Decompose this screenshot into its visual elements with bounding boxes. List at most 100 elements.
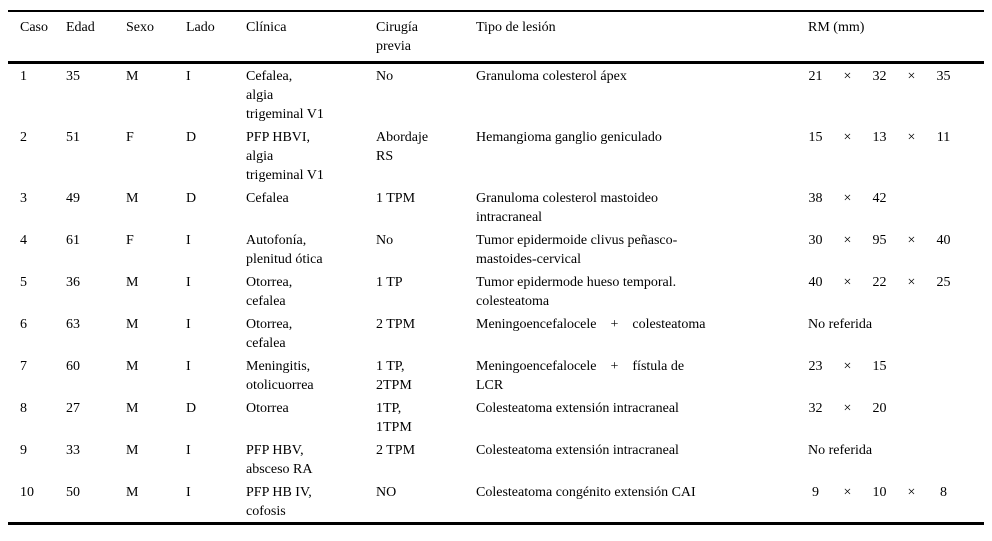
rm-value: 42	[872, 191, 887, 206]
cell-lado: I	[186, 485, 191, 500]
cell-clinica: Cefalea	[246, 191, 289, 206]
cell-sexo: F	[126, 233, 134, 248]
multiplication-sign: ×	[907, 275, 916, 290]
table-row: 4 61 F I Autofonía, plenitud ótica No Tumor ep…	[8, 228, 984, 270]
multiplication-sign: ×	[843, 359, 852, 374]
column-header-cirugia-previa: Cirugía previa	[376, 20, 418, 54]
cell-edad: 35	[66, 69, 80, 84]
cell-rm-mm: 9 × 10 × 8	[808, 480, 984, 524]
rm-value: 11	[936, 130, 951, 145]
cell-caso: 5	[20, 275, 27, 290]
cell-rm-mm: 32 × 20	[808, 396, 984, 438]
multiplication-sign: ×	[843, 191, 852, 206]
rm-value: 8	[940, 485, 947, 500]
cell-lado: I	[186, 359, 191, 374]
cell-sexo: M	[126, 275, 139, 290]
rm-value: 13	[872, 130, 887, 145]
cell-rm-mm: 21 × 32 × 35	[808, 63, 984, 126]
cell-lado: I	[186, 69, 191, 84]
cell-rm-mm: 40 × 22 × 25	[808, 270, 984, 312]
cell-lado: I	[186, 317, 191, 332]
cell-tipo-de-lesion: Colesteatoma congénito extensión CAI	[476, 485, 696, 500]
table-body: 1 35 M I Cefalea, algia trigeminal V1 No Granu…	[8, 63, 984, 524]
cell-cirugia-previa: NO	[376, 485, 397, 500]
cell-edad: 63	[66, 317, 80, 332]
cell-edad: 60	[66, 359, 80, 374]
table-row: 2 51 F D PFP HBVI, algia trigeminal V1 Aborda…	[8, 125, 984, 186]
cell-caso: 7	[20, 359, 27, 374]
rm-value: 21	[808, 69, 823, 84]
cell-cirugia-previa: No	[376, 233, 394, 248]
cell-sexo: M	[126, 359, 139, 374]
cell-rm-mm: No referida	[808, 438, 984, 480]
cell-clinica: Otorrea, cefalea	[246, 317, 293, 351]
rm-value: 15	[872, 359, 887, 374]
multiplication-sign: ×	[843, 401, 852, 416]
rm-value: 40	[808, 275, 823, 290]
cell-lado: I	[186, 443, 191, 458]
cell-sexo: F	[126, 130, 134, 145]
cell-sexo: M	[126, 401, 139, 416]
cell-clinica: PFP HBVI, algia trigeminal V1	[246, 130, 324, 183]
multiplication-sign: ×	[907, 130, 916, 145]
cell-lado: D	[186, 401, 197, 416]
rm-value: 22	[872, 275, 887, 290]
cell-clinica: Meningitis, otolicuorrea	[246, 359, 314, 393]
cell-rm-mm: 38 × 42	[808, 186, 984, 228]
rm-value: No referida	[808, 317, 873, 332]
cases-table: Caso Edad Sexo Lado Clínica Cirugía previa Tip…	[8, 10, 984, 525]
header-row: Caso Edad Sexo Lado Clínica Cirugía previa Tip…	[8, 11, 984, 63]
cell-sexo: M	[126, 443, 139, 458]
cell-rm-mm: 30 × 95 × 40	[808, 228, 984, 270]
rm-value: 32	[808, 401, 823, 416]
table-row: 3 49 M D Cefalea 1 TPM Granuloma colesterol ma…	[8, 186, 984, 228]
cell-tipo-de-lesion: Tumor epidermode hueso temporal. coleste…	[476, 275, 677, 309]
rm-value: 25	[936, 275, 951, 290]
cell-lado: I	[186, 275, 191, 290]
table-row: 8 27 M D Otorrea 1TP, 1TPM Colesteatoma extens…	[8, 396, 984, 438]
cell-caso: 3	[20, 191, 27, 206]
cell-tipo-de-lesion: Granuloma colesterol ápex	[476, 69, 627, 84]
cell-tipo-de-lesion: Hemangioma ganglio geniculado	[476, 130, 662, 145]
table-row: 5 36 M I Otorrea, cefalea 1 TP Tumor epidermod…	[8, 270, 984, 312]
cell-caso: 6	[20, 317, 27, 332]
cell-caso: 1	[20, 69, 27, 84]
column-header-clinica: Clínica	[246, 20, 287, 35]
cell-tipo-de-lesion: Colesteatoma extensión intracraneal	[476, 401, 679, 416]
rm-value: 20	[872, 401, 887, 416]
cell-sexo: M	[126, 317, 139, 332]
cell-lado: D	[186, 191, 197, 206]
cell-cirugia-previa: 2 TPM	[376, 317, 416, 332]
multiplication-sign: ×	[843, 69, 852, 84]
cell-cirugia-previa: 1 TP	[376, 275, 403, 290]
multiplication-sign: ×	[843, 130, 852, 145]
cell-edad: 50	[66, 485, 80, 500]
cell-rm-mm: 15 × 13 × 11	[808, 125, 984, 186]
rm-value: 95	[872, 233, 887, 248]
multiplication-sign: ×	[907, 69, 916, 84]
cell-edad: 49	[66, 191, 80, 206]
cell-clinica: Otorrea, cefalea	[246, 275, 293, 309]
cell-caso: 4	[20, 233, 27, 248]
cell-cirugia-previa: 1TP, 1TPM	[376, 401, 412, 435]
cell-tipo-de-lesion: Tumor epidermoide clivus peñasco- mastoi…	[476, 233, 678, 267]
cell-cirugia-previa: 1 TP, 2TPM	[376, 359, 412, 393]
multiplication-sign: ×	[843, 233, 852, 248]
cell-sexo: M	[126, 191, 139, 206]
rm-value: No referida	[808, 443, 873, 458]
cell-edad: 36	[66, 275, 80, 290]
cell-cirugia-previa: No	[376, 69, 394, 84]
rm-value: 40	[936, 233, 951, 248]
cell-clinica: PFP HB IV, cofosis	[246, 485, 312, 519]
table-row: 9 33 M I PFP HBV, absceso RA 2 TPM Colesteatom…	[8, 438, 984, 480]
rm-value: 9	[812, 485, 819, 500]
table-row: 10 50 M I PFP HB IV, cofosis NO Colesteatoma c…	[8, 480, 984, 524]
cell-caso: 8	[20, 401, 27, 416]
rm-value: 32	[872, 69, 887, 84]
cell-cirugia-previa: 1 TPM	[376, 191, 416, 206]
column-header-tipo-de-lesion: Tipo de lesión	[476, 20, 556, 35]
cell-clinica: Cefalea, algia trigeminal V1	[246, 69, 324, 122]
multiplication-sign: ×	[843, 275, 852, 290]
cell-tipo-de-lesion: Granuloma colesterol mastoideo intracran…	[476, 191, 658, 225]
